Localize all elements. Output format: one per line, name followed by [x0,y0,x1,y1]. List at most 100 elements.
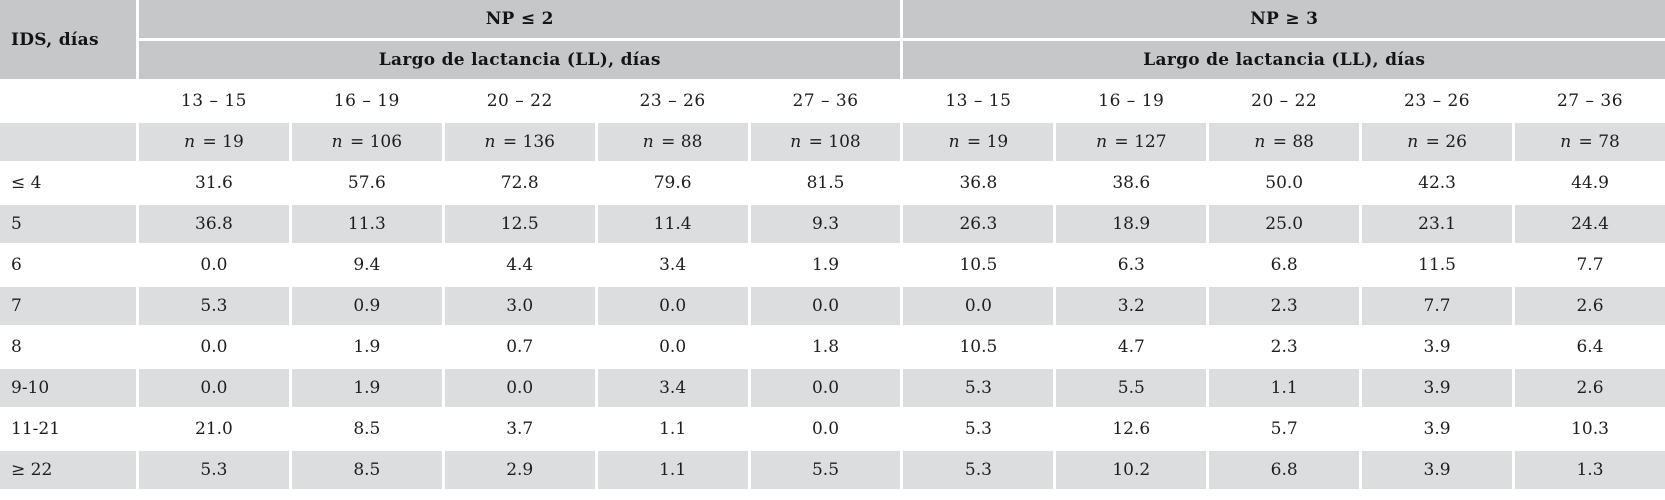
value-cell: 2.3 [1209,328,1360,366]
group-header-row: IDS, días NP ≤ 2 NP ≥ 3 [0,0,1665,79]
value-cell: 26.3 [903,205,1054,243]
row-header-ids-dias: IDS, días [0,0,136,79]
table-row: ≥ 22 5.3 8.5 2.9 1.1 5.5 5.3 10.2 6.8 3.9 1.3 [0,451,1665,489]
value-cell: 36.8 [139,205,289,243]
value-cell: 0.0 [903,287,1054,325]
n-label: n [1096,132,1108,152]
value-cell: 7.7 [1515,246,1665,284]
value-cell: 10.3 [1515,410,1665,448]
ll-range-col-header: 27 – 36 [1515,82,1665,120]
value-cell: 5.3 [903,451,1054,489]
value-cell: 1.9 [291,328,442,366]
value-cell: 6.8 [1209,451,1360,489]
table-row: ≤ 4 31.6 57.6 72.8 79.6 81.5 36.8 38.6 50.0 42.3 4… [0,164,1665,202]
value-cell: 6.4 [1515,328,1665,366]
value-cell: 2.9 [444,451,595,489]
n-label: n [484,132,496,152]
sample-size-cell: n = 88 [597,123,748,161]
ll-range-col-header: 13 – 15 [903,82,1054,120]
ll-ranges-row: 13 – 15 16 – 19 20 – 22 23 – 26 27 – 36 13 – … [0,82,1665,120]
table-row: 7 5.3 0.9 3.0 0.0 0.0 0.0 3.2 2.3 7.7 2.6 [0,287,1665,325]
value-cell: 10.2 [1056,451,1207,489]
ids-row-label: ≤ 4 [0,164,136,202]
value-cell: 3.9 [1362,369,1513,407]
value-cell: 1.3 [1515,451,1665,489]
n-label: n [184,132,196,152]
ids-row-label: 9-10 [0,369,136,407]
value-cell: 5.5 [1056,369,1207,407]
subheader-largo-lactancia-left: Largo de lactancia (LL), días [139,41,901,79]
value-cell: 10.5 [903,328,1054,366]
value-cell: 31.6 [139,164,289,202]
value-cell: 36.8 [903,164,1054,202]
sample-size-cell: n = 78 [1515,123,1665,161]
n-label: n [790,132,802,152]
value-cell: 5.3 [903,369,1054,407]
value-cell: 72.8 [444,164,595,202]
value-cell: 79.6 [597,164,748,202]
value-cell: 0.0 [139,369,289,407]
value-cell: 10.5 [903,246,1054,284]
subheader-row: Largo de lactancia (LL), días Largo de l… [0,41,1665,79]
value-cell: 4.7 [1056,328,1207,366]
value-cell: 0.0 [444,369,595,407]
value-cell: 3.0 [444,287,595,325]
value-cell: 3.4 [597,369,748,407]
table-row: 6 0.0 9.4 4.4 3.4 1.9 10.5 6.3 6.8 11.5 7.7 [0,246,1665,284]
value-cell: 57.6 [291,164,442,202]
ll-range-col-header: 20 – 22 [444,82,595,120]
value-cell: 81.5 [750,164,901,202]
value-cell: 6.3 [1056,246,1207,284]
value-cell: 8.5 [291,410,442,448]
value-cell: 3.2 [1056,287,1207,325]
value-cell: 3.9 [1362,328,1513,366]
value-cell: 9.4 [291,246,442,284]
sample-size-cell: n = 106 [291,123,442,161]
value-cell: 1.9 [750,246,901,284]
value-cell: 5.3 [139,287,289,325]
value-cell: 2.6 [1515,369,1665,407]
ll-range-col-header: 27 – 36 [750,82,901,120]
value-cell: 1.1 [597,410,748,448]
ll-range-col-header: 23 – 26 [1362,82,1513,120]
sample-size-cell: n = 26 [1362,123,1513,161]
value-cell: 0.0 [750,287,901,325]
value-cell: 0.7 [444,328,595,366]
n-label: n [1254,132,1266,152]
sample-size-row: n = 19 n = 106 n = 136 n = 88 n = 108 n = 19 n… [0,123,1665,161]
value-cell: 23.1 [1362,205,1513,243]
group-header-np-le-2: NP ≤ 2 [139,0,901,38]
value-cell: 1.8 [750,328,901,366]
value-cell: 38.6 [1056,164,1207,202]
value-cell: 44.9 [1515,164,1665,202]
value-cell: 1.1 [597,451,748,489]
value-cell: 42.3 [1362,164,1513,202]
value-cell: 0.0 [597,328,748,366]
sample-size-cell: n = 127 [1056,123,1207,161]
sample-size-cell: n = 19 [903,123,1054,161]
value-cell: 5.5 [750,451,901,489]
ll-range-col-header: 16 – 19 [1056,82,1207,120]
value-cell: 0.0 [750,410,901,448]
n-label: n [948,132,960,152]
value-cell: 25.0 [1209,205,1360,243]
sample-size-cell: n = 88 [1209,123,1360,161]
value-cell: 24.4 [1515,205,1665,243]
ids-row-label: ≥ 22 [0,451,136,489]
value-cell: 21.0 [139,410,289,448]
ids-row-label: 8 [0,328,136,366]
sample-size-cell: n = 136 [444,123,595,161]
value-cell: 1.9 [291,369,442,407]
ll-range-col-header: 13 – 15 [139,82,289,120]
value-cell: 11.4 [597,205,748,243]
value-cell: 9.3 [750,205,901,243]
ids-row-label: 11-21 [0,410,136,448]
group-header-np-ge-3: NP ≥ 3 [903,0,1665,38]
n-label: n [1407,132,1419,152]
table-row: 5 36.8 11.3 12.5 11.4 9.3 26.3 18.9 25.0 23.1 24.4 [0,205,1665,243]
ids-row-label: 7 [0,287,136,325]
value-cell: 11.5 [1362,246,1513,284]
table-row: 11-21 21.0 8.5 3.7 1.1 0.0 5.3 12.6 5.7 3.9 10.3 [0,410,1665,448]
value-cell: 5.3 [903,410,1054,448]
value-cell: 18.9 [1056,205,1207,243]
